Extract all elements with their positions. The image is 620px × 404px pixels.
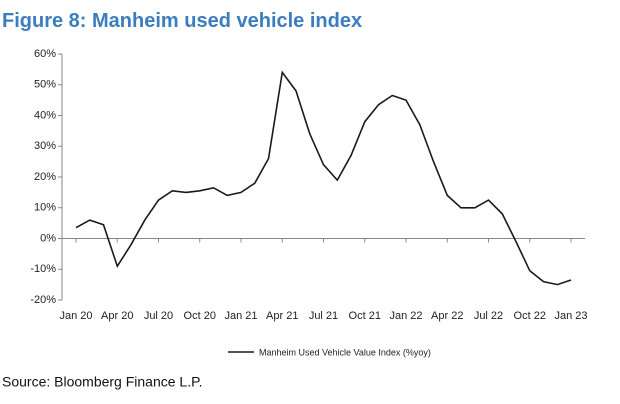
y-tick-label: 30%	[34, 140, 56, 152]
y-tick-label: 40%	[34, 109, 56, 121]
x-tick-label: Oct 20	[184, 310, 216, 322]
x-tick-label: Jul 20	[144, 310, 173, 322]
x-tick-label: Jul 21	[309, 310, 338, 322]
y-tick-label: 0%	[40, 232, 56, 244]
y-tick-label: -20%	[30, 294, 56, 306]
x-tick-label: Apr 20	[101, 310, 133, 322]
x-tick-label: Jan 23	[554, 310, 587, 322]
x-tick-label: Jan 22	[389, 310, 422, 322]
x-tick-label: Apr 21	[266, 310, 298, 322]
chart-title: Figure 8: Manheim used vehicle index	[2, 10, 362, 32]
y-tick-label: 60%	[34, 48, 56, 60]
x-tick-label: Oct 22	[514, 310, 546, 322]
y-tick-label: 10%	[34, 202, 56, 214]
x-tick-label: Oct 21	[349, 310, 381, 322]
legend-label: Manheim Used Vehicle Value Index (%yoy)	[259, 347, 431, 357]
x-tick-label: Jul 22	[474, 310, 503, 322]
x-tick-label: Apr 22	[431, 310, 463, 322]
y-tick-label: 20%	[34, 171, 56, 183]
y-tick-label: -10%	[30, 263, 56, 275]
x-tick-label: Jan 20	[59, 310, 92, 322]
data-line	[75, 70, 572, 286]
y-tick-label: 50%	[34, 79, 56, 91]
x-tick-label: Jan 21	[224, 310, 257, 322]
source-note: Source: Bloomberg Finance L.P.	[2, 374, 203, 390]
